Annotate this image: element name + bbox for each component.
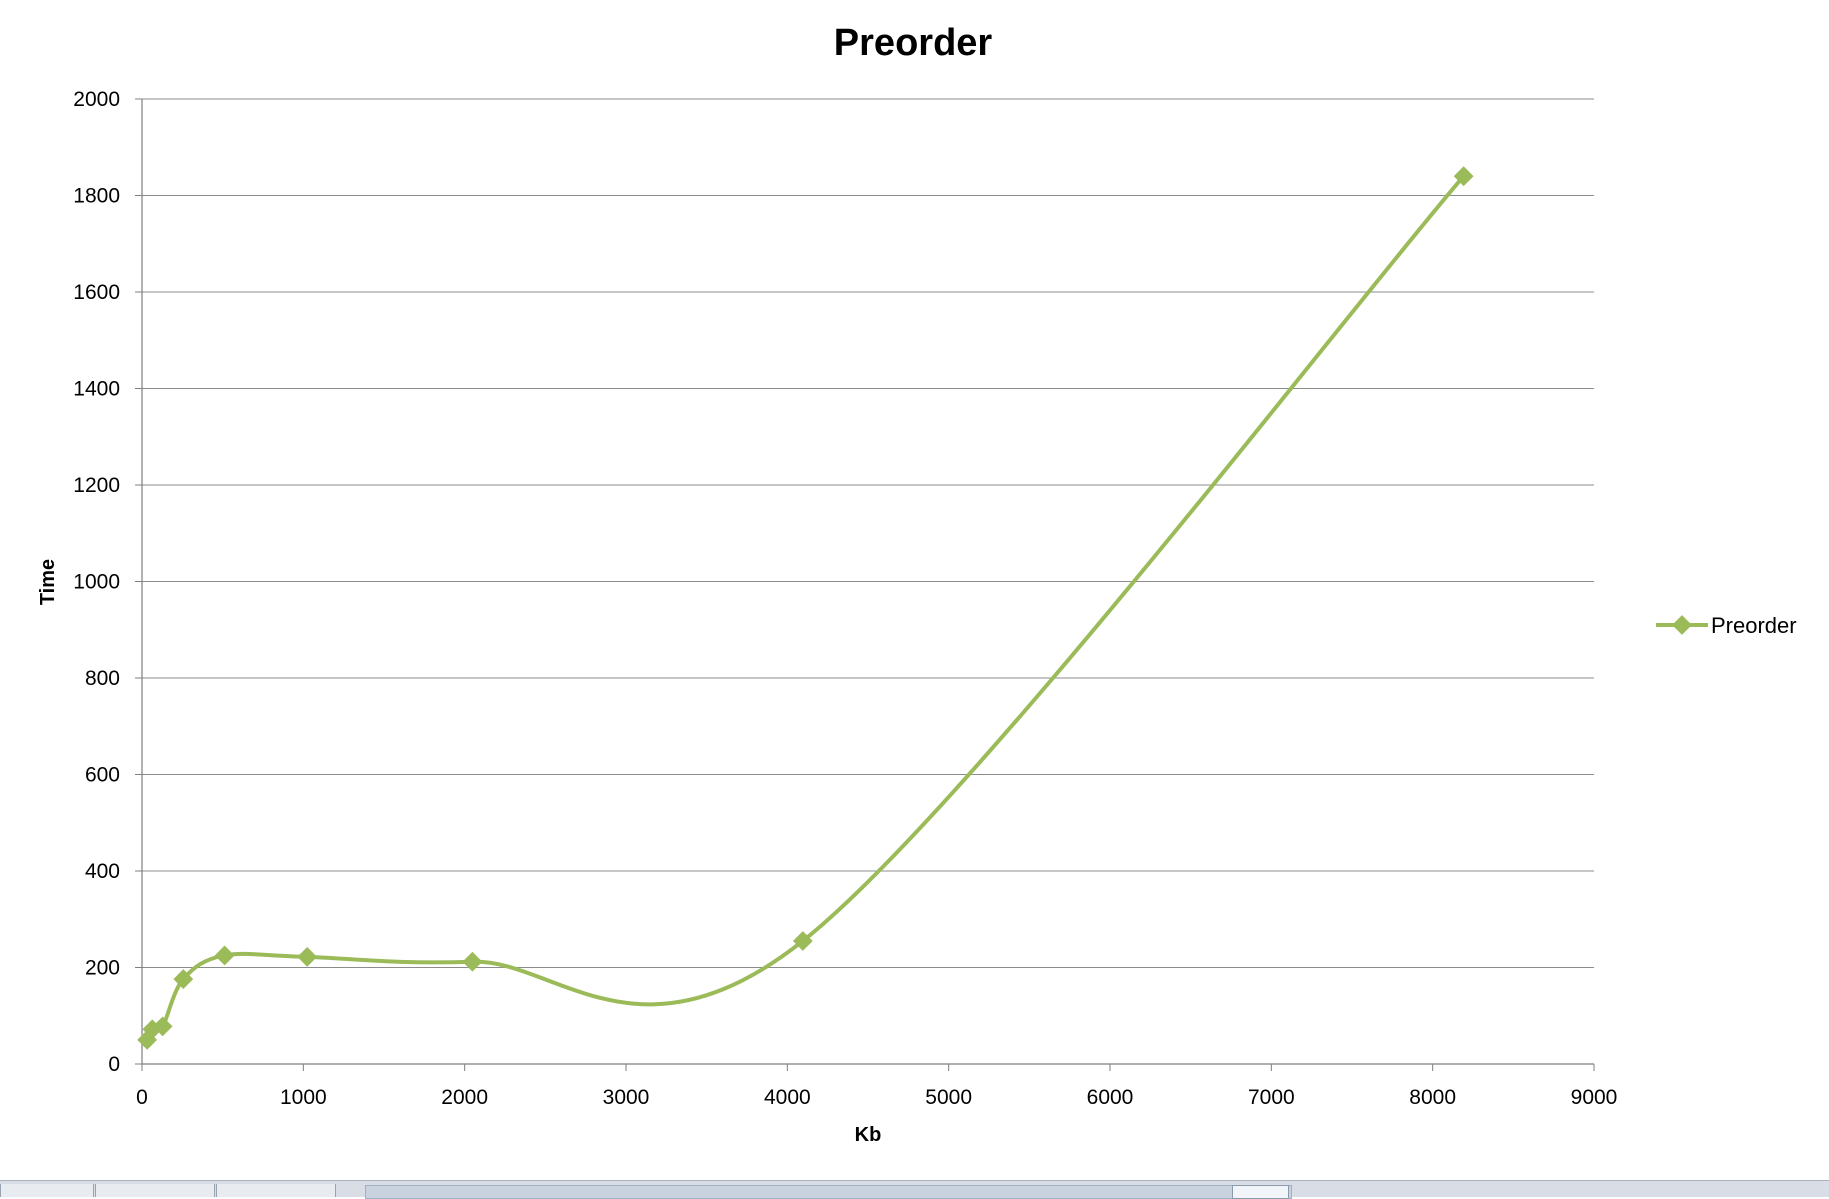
sheet-tab[interactable] — [95, 1184, 215, 1197]
sheet-tab[interactable] — [216, 1184, 336, 1197]
x-axis-label: Kb — [855, 1124, 882, 1146]
horizontal-scrollbar[interactable] — [365, 1185, 1292, 1199]
series-line-preorder — [145, 174, 1466, 1042]
y-tick-label: 400 — [85, 860, 120, 883]
data-point-marker — [792, 931, 813, 951]
y-tick-label: 600 — [85, 764, 120, 787]
y-tick-label: 1200 — [73, 474, 120, 497]
chart-title: Preorder — [834, 22, 993, 64]
y-tick-label: 200 — [85, 957, 120, 980]
x-tick-label: 2000 — [441, 1086, 488, 1109]
y-tick-label: 1800 — [73, 185, 120, 208]
y-tick-label: 1600 — [73, 281, 120, 304]
y-tick-label: 1400 — [73, 378, 120, 401]
y-tick-label: 2000 — [73, 88, 120, 111]
x-tick-label: 3000 — [603, 1086, 650, 1109]
grid-lines — [142, 98, 1594, 968]
data-point-marker — [1453, 166, 1474, 187]
sheet-tab-bar — [0, 1180, 1829, 1199]
y-axis-label: Time — [37, 559, 59, 605]
y-tick-labels: 0 200 400 600 800 1000 1200 1400 1600 1800 2000 — [73, 88, 120, 1076]
x-tick-label: 8000 — [1409, 1086, 1456, 1109]
series-group — [137, 166, 1474, 1050]
axes — [135, 98, 1595, 1071]
legend-marker-swatch — [1672, 615, 1692, 635]
x-tick-label: 6000 — [1087, 1086, 1134, 1109]
data-point-marker — [214, 945, 235, 966]
data-point-marker — [462, 951, 483, 972]
y-tick-label: 800 — [85, 667, 120, 690]
x-tick-label: 4000 — [764, 1086, 811, 1109]
x-tick-label: 0 — [136, 1086, 148, 1109]
legend-label: Preorder — [1711, 613, 1797, 638]
y-tick-label: 1000 — [73, 571, 120, 594]
x-tick-label: 1000 — [280, 1086, 327, 1109]
data-point-marker — [297, 946, 318, 967]
x-tick-labels: 0 1000 2000 3000 4000 5000 6000 7000 8000 9000 — [136, 1086, 1617, 1109]
sheet-tab[interactable] — [0, 1184, 94, 1197]
x-tick-label: 5000 — [925, 1086, 972, 1109]
scrollbar-thumb[interactable] — [1232, 1185, 1289, 1199]
legend: Preorder — [1656, 613, 1797, 638]
x-tick-label: 7000 — [1248, 1086, 1295, 1109]
x-tick-label: 9000 — [1571, 1086, 1618, 1109]
y-tick-label: 0 — [108, 1053, 120, 1076]
